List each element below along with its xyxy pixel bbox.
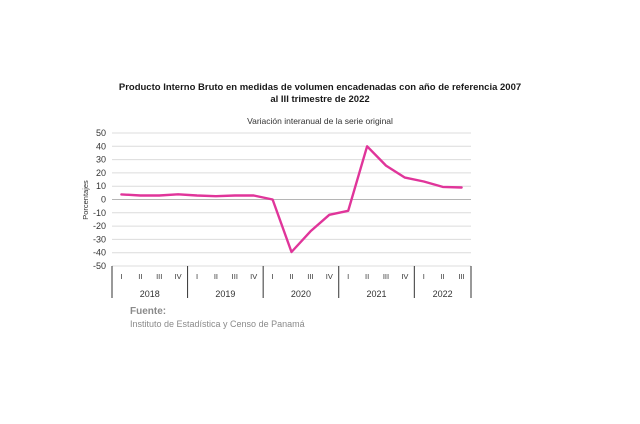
year-tick-label: 2022	[433, 289, 453, 299]
quarter-tick-label: IV	[326, 272, 333, 281]
y-tick-label: 0	[101, 195, 106, 205]
quarter-tick-label: I	[272, 272, 274, 281]
chart-title-line2: al III trimestre de 2022	[270, 94, 370, 105]
chart-subtitle: Variación interanual de la serie origina…	[247, 116, 393, 126]
quarter-tick-label: I	[196, 272, 198, 281]
year-tick-label: 2019	[215, 289, 235, 299]
y-tick-label: 20	[96, 168, 106, 178]
y-tick-label: -40	[93, 248, 106, 258]
quarter-tick-label: I	[347, 272, 349, 281]
quarter-tick-label: II	[365, 272, 369, 281]
y-tick-label: -30	[93, 234, 106, 244]
series-line	[120, 145, 463, 254]
quarter-tick-label: IV	[401, 272, 408, 281]
quarter-tick-label: II	[138, 272, 142, 281]
chart-title: Producto Interno Bruto en medidas de vol…	[118, 82, 522, 93]
year-tick-label: 2018	[140, 289, 160, 299]
source-text: Instituto de Estadística y Censo de Pana…	[130, 319, 305, 329]
quarter-tick-label: III	[307, 272, 313, 281]
year-tick-label: 2021	[367, 289, 387, 299]
quarter-tick-label: IV	[175, 272, 182, 281]
year-tick-label: 2020	[291, 289, 311, 299]
y-tick-label: -10	[93, 208, 106, 218]
source-label: Fuente:	[130, 306, 167, 317]
y-tick-label: -50	[93, 261, 106, 271]
y-axis-label: Porcentajes	[81, 180, 90, 220]
quarter-tick-label: I	[423, 272, 425, 281]
quarter-tick-label: III	[156, 272, 162, 281]
quarter-tick-label: II	[214, 272, 218, 281]
quarter-tick-label: III	[458, 272, 464, 281]
y-tick-label: 50	[96, 128, 106, 138]
quarter-tick-label: III	[232, 272, 238, 281]
y-tick-label: 40	[96, 141, 106, 151]
y-tick-label: -20	[93, 221, 106, 231]
quarter-tick-label: I	[120, 272, 122, 281]
y-tick-label: 10	[96, 181, 106, 191]
quarter-tick-label: III	[383, 272, 389, 281]
y-tick-label: 30	[96, 155, 106, 165]
quarter-tick-label: II	[289, 272, 293, 281]
quarter-tick-label: II	[441, 272, 445, 281]
quarter-tick-label: IV	[250, 272, 257, 281]
